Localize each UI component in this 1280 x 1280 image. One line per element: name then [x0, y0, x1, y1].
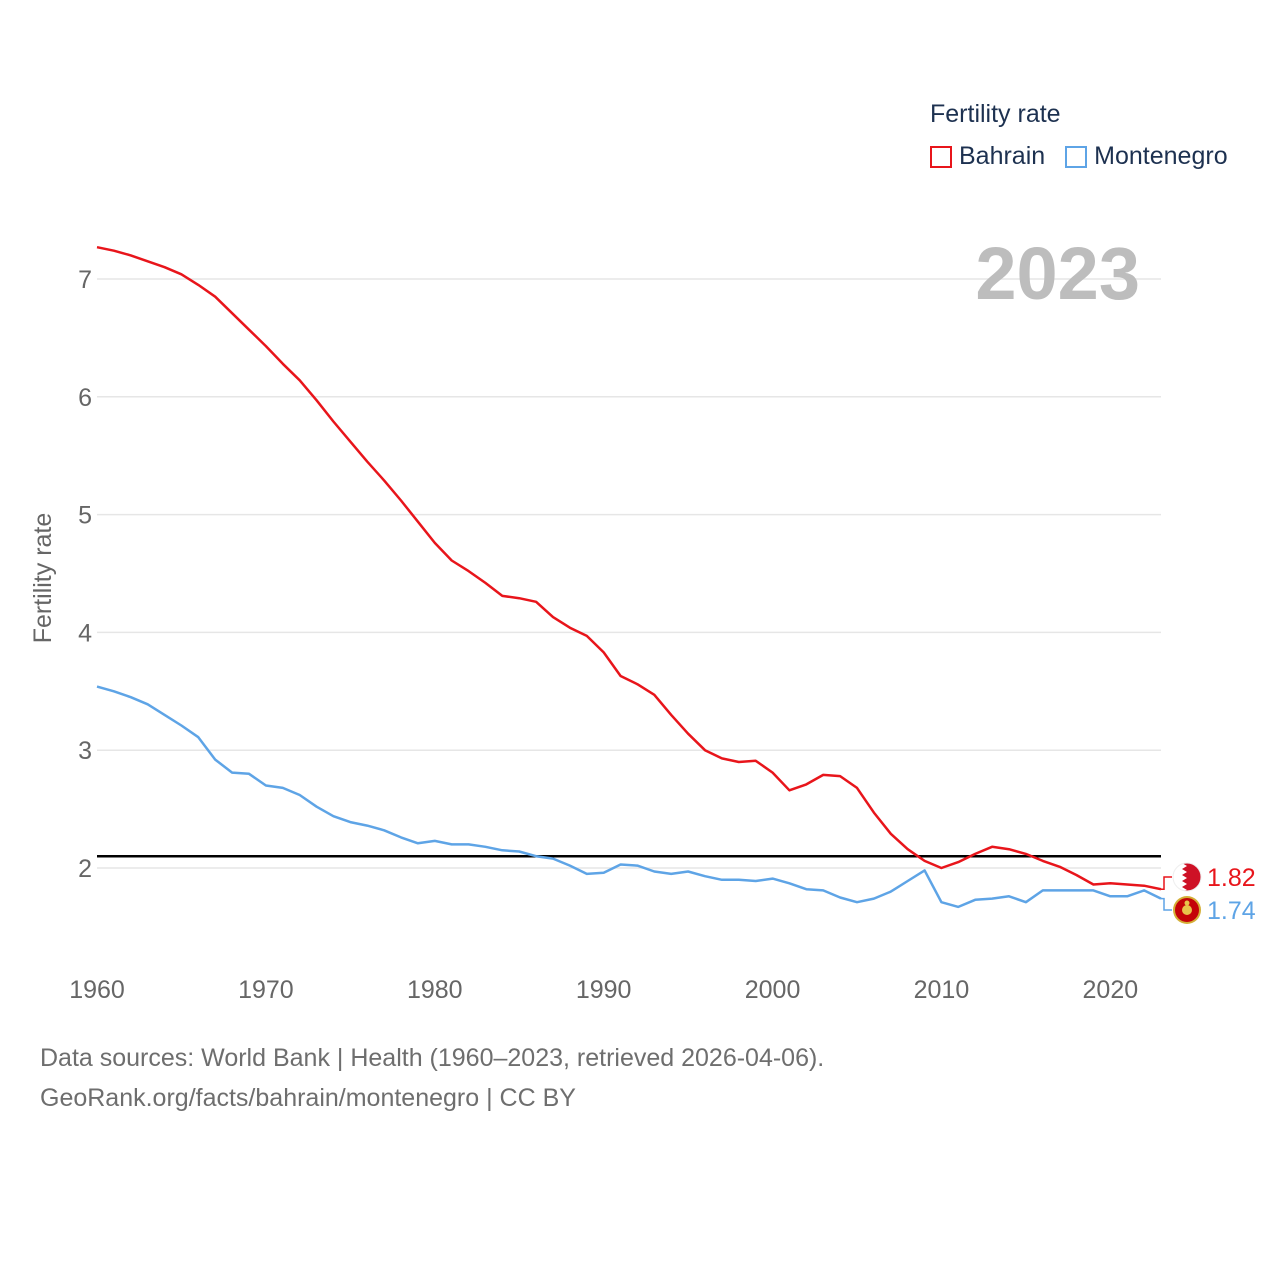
end-label-connector [1161, 897, 1172, 911]
y-tick-label: 5 [78, 502, 92, 530]
montenegro-flag-icon [1173, 896, 1201, 924]
x-tick-label: 1970 [238, 976, 294, 1004]
source-link[interactable]: GeoRank.org/facts/bahrain/montenegro | C… [40, 1084, 576, 1112]
end-value-bahrain: 1.82 [1207, 864, 1256, 892]
x-tick-label: 2000 [745, 976, 801, 1004]
y-tick-label: 3 [78, 737, 92, 765]
legend-swatch-bahrain [930, 145, 952, 168]
y-axis-ticks: 2 3 4 5 6 7 [78, 266, 92, 883]
y-tick-label: 7 [78, 266, 92, 294]
legend-item-bahrain[interactable]: Bahrain [930, 142, 1045, 171]
y-tick-label: 4 [78, 619, 92, 647]
legend: Bahrain Montenegro [930, 142, 1228, 171]
x-tick-label: 1980 [407, 976, 463, 1004]
legend-swatch-montenegro [1065, 145, 1088, 168]
grid-lines [97, 278, 1161, 869]
y-axis-title: Fertility rate [29, 513, 57, 644]
x-axis-ticks: 1960 1970 1980 1990 2000 2010 2020 [69, 976, 1138, 1004]
data-source-note: Data sources: World Bank | Health (1960–… [40, 1044, 825, 1072]
legend-title: Fertility rate [930, 100, 1061, 128]
legend-label-montenegro: Montenegro [1094, 142, 1228, 170]
series-lines [96, 245, 1162, 909]
end-labels: 1.82 1.74 [1161, 862, 1256, 925]
series-line-montenegro [96, 685, 1162, 909]
x-tick-label: 2020 [1083, 976, 1139, 1004]
series-line-bahrain [96, 245, 1162, 891]
bahrain-flag-icon [1172, 862, 1202, 892]
x-tick-label: 1990 [576, 976, 632, 1004]
end-value-montenegro: 1.74 [1207, 897, 1256, 925]
legend-label-bahrain: Bahrain [959, 142, 1046, 170]
end-label-connector [1161, 876, 1172, 890]
legend-item-montenegro[interactable]: Montenegro [1065, 142, 1228, 171]
y-tick-label: 6 [78, 384, 92, 412]
x-tick-label: 1960 [69, 976, 125, 1004]
y-tick-label: 2 [78, 855, 92, 883]
x-tick-label: 2010 [914, 976, 970, 1004]
year-label: 2023 [975, 232, 1140, 315]
